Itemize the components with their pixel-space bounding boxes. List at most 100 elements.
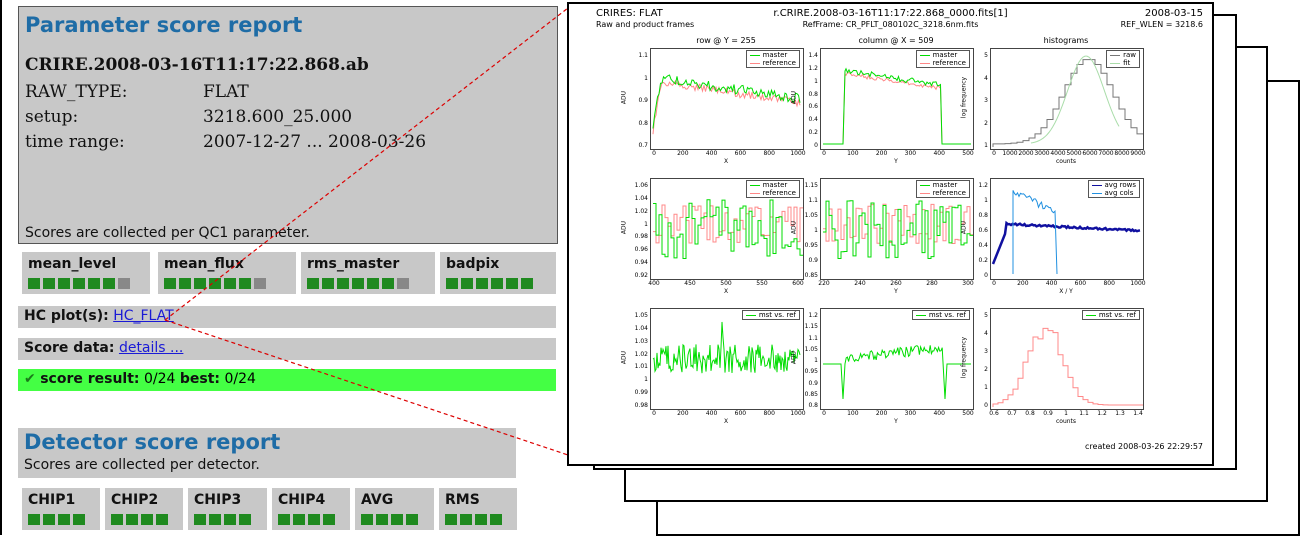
curve	[652, 79, 801, 135]
score-squares	[307, 278, 429, 289]
file-name: CRIRE.2008-03-16T11:17:22.868.ab	[25, 55, 369, 75]
curve	[823, 67, 971, 145]
legend-swatch	[915, 314, 926, 316]
y-axis-label: ADU	[790, 350, 798, 365]
score-square-ok	[308, 514, 320, 525]
x-tick-label: 1.2	[1097, 410, 1107, 417]
detector-label: RMS	[445, 492, 480, 508]
y-tick-label: 1.2	[808, 312, 818, 319]
x-axis-label: X	[723, 288, 729, 295]
score-square-ok	[209, 514, 221, 525]
y-tick-label: 2	[984, 366, 988, 373]
y-tick-label: 5	[984, 312, 988, 319]
panel-plot	[650, 308, 804, 410]
y-tick-label: 2	[984, 119, 988, 127]
plot-panel-ratio_hist: mst vs. ref 0.6 0.7 0.8 0.9 1 1.1 1.2 1.3 1.4 0 1 2 3…	[956, 296, 1148, 430]
x-tick-label: 400	[705, 150, 718, 157]
score-square-ok	[337, 278, 349, 289]
score-squares	[28, 514, 94, 525]
score-square-ok	[239, 514, 251, 525]
panel-legend: master reference	[915, 180, 970, 198]
y-tick-label: 0.2	[808, 129, 818, 137]
x-tick-label: 6000	[1082, 150, 1098, 157]
score-square-ok	[179, 278, 191, 289]
score-squares	[111, 514, 177, 525]
y-tick-label: 0.2	[978, 257, 988, 264]
y-tick-label: 1.05	[634, 312, 648, 319]
x-tick-label: 400	[1045, 280, 1058, 287]
x-tick-label: 240	[854, 280, 866, 287]
plot-panel-ratio_col: mst vs. ref 0 100 200 300 400 500 0.8 0.85 0.9 0.9…	[786, 296, 978, 430]
legend-swatch	[1091, 184, 1102, 186]
y-tick-label: 0.85	[804, 390, 818, 398]
setup-key: setup:	[25, 107, 79, 127]
y-tick-label: 0.7	[638, 142, 648, 149]
score-square-ok	[446, 278, 458, 289]
y-axis-label: ADU	[620, 90, 628, 105]
y-tick-label: 0	[814, 142, 818, 149]
x-tick-label: 500	[962, 410, 974, 417]
hc-flat-link[interactable]: HC_FLAT	[113, 308, 174, 324]
x-tick-label: 2000	[1018, 150, 1034, 157]
x-tick-label: 0.8	[1025, 410, 1035, 417]
detector-label: CHIP1	[28, 492, 76, 508]
y-tick-label: 1.15	[804, 323, 818, 331]
x-tick-label: 0	[822, 150, 826, 157]
score-squares	[278, 514, 344, 525]
score-square-ok	[476, 278, 488, 289]
detector-score-chip3[interactable]: CHIP3	[188, 488, 267, 530]
y-tick-label: 1.06	[634, 182, 648, 189]
param-label: badpix	[446, 256, 500, 272]
param-note: Scores are collected per QC1 parameter.	[25, 225, 310, 241]
y-axis-label: ADU	[790, 90, 798, 105]
x-tick-label: 1000	[790, 150, 806, 157]
param-label: mean_level	[28, 256, 117, 272]
legend-swatch	[1110, 54, 1121, 56]
y-tick-label: 1	[984, 142, 988, 149]
score-square-ok	[352, 278, 364, 289]
y-tick-label: 4	[984, 74, 988, 82]
score-square-ok	[194, 514, 206, 525]
detector-score-chip1[interactable]: CHIP1	[22, 488, 100, 530]
y-tick-label: 1	[984, 197, 988, 204]
detector-score-rms[interactable]: RMS	[439, 488, 517, 530]
score-square-ok	[293, 514, 305, 525]
score-square-ok	[391, 514, 403, 525]
x-tick-label: 1	[1064, 410, 1068, 417]
x-tick-label: 3000	[1034, 150, 1050, 157]
param-score-badpix[interactable]: badpix	[440, 252, 556, 294]
legend-swatch	[749, 184, 760, 186]
plot-header-center1: r.CRIRE.2008-03-16T11:17:22.868_0000.fit…	[773, 8, 1008, 19]
legend-label: avg cols	[1104, 189, 1134, 197]
y-axis-label: ADU	[960, 220, 968, 235]
parameter-report-box: Parameter score report CRIRE.2008-03-16T…	[18, 6, 558, 244]
score-squares	[446, 278, 550, 289]
detector-score-avg[interactable]: AVG	[355, 488, 434, 530]
y-tick-label: 0.9	[808, 379, 818, 387]
detector-score-chip4[interactable]: CHIP4	[272, 488, 350, 530]
param-score-mean-flux[interactable]: mean_flux	[158, 252, 296, 294]
y-tick-label: 1.15	[804, 182, 818, 189]
detector-score-chip2[interactable]: CHIP2	[105, 488, 183, 530]
y-tick-label: 0.4	[978, 242, 988, 249]
y-tick-label: 1	[644, 220, 648, 228]
score-square-ok	[126, 514, 138, 525]
param-score-mean-level[interactable]: mean_level	[22, 252, 150, 294]
legend-label: mst vs. ref	[758, 311, 796, 319]
details-link[interactable]: details ...	[118, 340, 184, 356]
x-tick-label: 800	[763, 410, 775, 417]
panel-legend: avg rows avg cols	[1087, 180, 1140, 198]
plot-panel-colcut: column @ X = 509 master reference 0 100 200 30…	[786, 36, 978, 170]
check-icon: ✔	[24, 371, 36, 387]
x-axis-label: counts	[1055, 418, 1077, 425]
time-range-row: time range: 2007-12-27 ... 2008-03-26	[25, 132, 426, 152]
score-squares	[445, 514, 511, 525]
x-tick-label: 450	[684, 280, 696, 287]
y-axis-label: log frequency	[960, 76, 968, 119]
param-score-rms-master[interactable]: rms_master	[301, 252, 435, 294]
curve	[1012, 190, 1058, 275]
y-tick-label: 0.92	[634, 272, 648, 279]
x-tick-label: 1000	[1002, 150, 1018, 157]
guide-line-bottom	[164, 319, 569, 456]
raw-type-row: RAW_TYPE: FLAT	[25, 82, 249, 102]
